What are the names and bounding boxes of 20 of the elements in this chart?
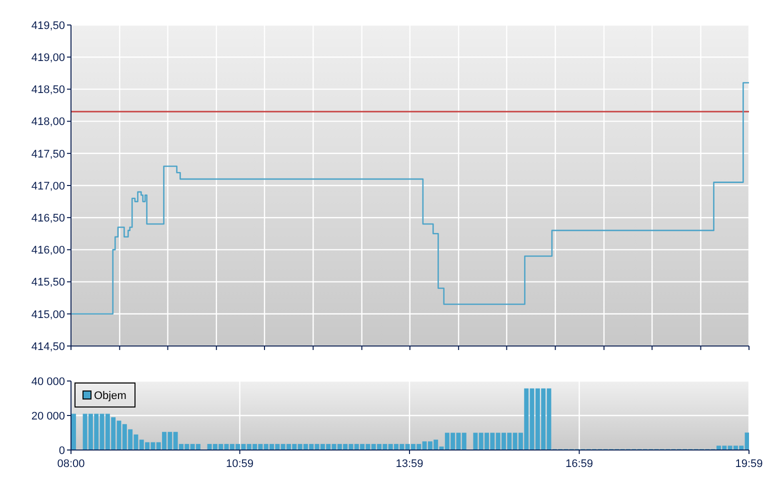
x-tick-label: 16:59 <box>565 458 594 470</box>
y-tick-label: 417,00 <box>31 180 65 192</box>
y-tick-label: 415,00 <box>31 308 65 321</box>
y-tick-label: 418,00 <box>31 116 65 128</box>
y-tick-label: 40 000 <box>31 376 65 388</box>
y-tick-label: 20 000 <box>31 410 65 422</box>
x-tick-label: 10:59 <box>226 458 254 470</box>
y-tick-label: 418,50 <box>31 84 65 96</box>
y-tick-label: 0 <box>58 444 65 457</box>
legend-label: Objem <box>94 390 126 402</box>
y-tick-label: 419,50 <box>31 20 65 32</box>
y-tick-label: 416,50 <box>31 212 65 224</box>
x-tick-label: 08:00 <box>57 458 85 470</box>
y-tick-label: 414,50 <box>31 340 65 353</box>
x-tick-label: 19:59 <box>735 458 763 470</box>
y-tick-label: 417,50 <box>31 148 65 160</box>
y-tick-label: 416,00 <box>31 244 65 257</box>
y-tick-label: 415,50 <box>31 276 65 289</box>
y-tick-label: 419,00 <box>31 52 65 64</box>
x-tick-label: 13:59 <box>396 458 424 470</box>
